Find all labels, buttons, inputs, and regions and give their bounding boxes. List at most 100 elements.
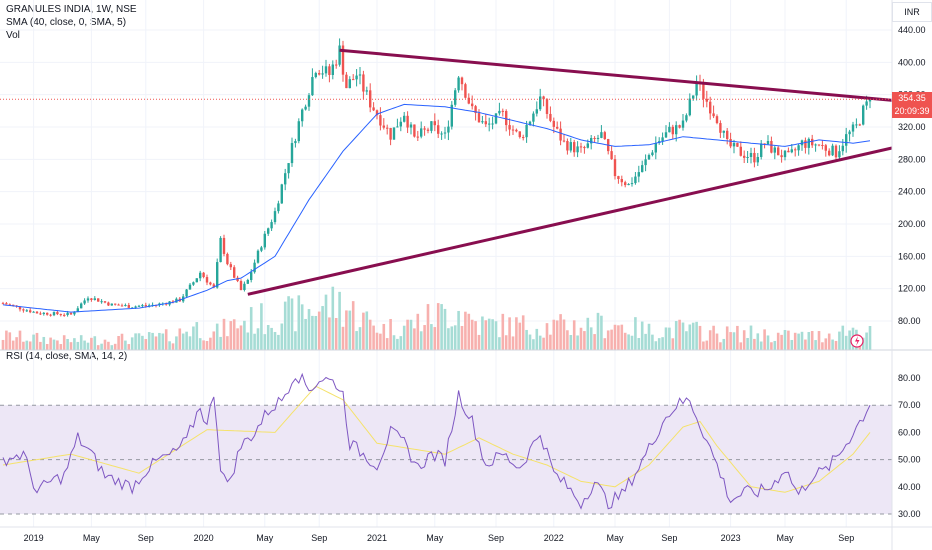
candle-body xyxy=(199,272,202,279)
candle-body xyxy=(753,152,756,163)
candle-body xyxy=(379,115,382,126)
candle-body xyxy=(29,310,32,313)
volume-bar xyxy=(487,318,491,350)
candle-body xyxy=(814,144,817,146)
candle-body xyxy=(420,128,423,137)
volume-bar xyxy=(192,326,195,350)
volume-bar xyxy=(355,331,358,350)
candle-body xyxy=(382,125,385,128)
candle-body xyxy=(573,142,576,153)
candle-body xyxy=(596,137,600,139)
volume-bar xyxy=(430,324,433,350)
candle-body xyxy=(392,127,396,140)
volume-bar xyxy=(290,298,294,350)
candle-body xyxy=(226,253,229,265)
candle-body xyxy=(508,125,511,130)
candle-body xyxy=(426,129,430,131)
volume-bar xyxy=(416,313,420,350)
volume-bar xyxy=(698,325,702,350)
candle-body xyxy=(763,143,766,145)
candle-body xyxy=(583,147,586,149)
volume-bar xyxy=(511,336,515,350)
candle-body xyxy=(457,77,460,91)
candle-body xyxy=(627,183,630,186)
volume-bar xyxy=(521,315,525,350)
candle-body xyxy=(732,142,736,147)
lower-trendline[interactable] xyxy=(247,146,893,296)
candle-body xyxy=(59,314,62,316)
volume-bar xyxy=(821,342,824,350)
candle-body xyxy=(137,305,141,307)
candle-body xyxy=(433,121,436,126)
symbol-legend[interactable]: GRANULES INDIA, 1W, NSE xyxy=(6,4,137,15)
volume-bar xyxy=(736,325,739,350)
upper-trendline[interactable] xyxy=(339,48,893,102)
candle-body xyxy=(539,96,542,110)
candle-body xyxy=(219,237,222,263)
volume-bar xyxy=(130,337,134,350)
candle-body xyxy=(688,98,691,116)
volume-bar xyxy=(776,332,780,350)
candle-body xyxy=(66,312,69,316)
candle-body xyxy=(338,45,341,65)
candle-body xyxy=(831,145,834,156)
volume-bar xyxy=(18,330,22,350)
bar-countdown-tag: 20:09:39 xyxy=(892,105,932,118)
volume-bar xyxy=(831,339,834,350)
volume-bar xyxy=(348,310,352,350)
price-tick-label: 160.00 xyxy=(898,251,926,261)
volume-bar xyxy=(447,328,450,350)
volume-bar xyxy=(623,332,627,350)
candle-body xyxy=(42,312,45,315)
candle-body xyxy=(243,283,246,291)
volume-bar xyxy=(39,341,42,350)
rsi-legend[interactable]: RSI (14, close, SMA, 14, 2) xyxy=(6,351,128,362)
candle-body xyxy=(188,284,192,290)
volume-bar xyxy=(705,340,709,350)
volume-bar xyxy=(62,335,66,350)
candle-body xyxy=(851,124,855,132)
volume-bar xyxy=(137,333,141,350)
candle-body xyxy=(494,113,498,124)
volume-bar xyxy=(311,315,314,350)
volume-bar xyxy=(504,335,508,350)
volume-bar xyxy=(107,341,110,350)
candle-body xyxy=(90,298,93,300)
time-tick-label: May xyxy=(776,533,794,543)
volume-bar xyxy=(535,328,539,350)
volume-bar xyxy=(151,332,154,350)
price-tick-label: 400.00 xyxy=(898,57,926,67)
volume-bar xyxy=(141,335,144,350)
candle-body xyxy=(202,272,205,278)
volume-bar xyxy=(654,341,658,350)
volume-bar xyxy=(202,340,205,350)
volume-bar xyxy=(729,332,732,350)
candle-body xyxy=(56,312,59,315)
candle-body xyxy=(858,124,861,126)
candle-body xyxy=(12,304,15,306)
volume-bar xyxy=(42,336,46,350)
price-tick-label: 80.00 xyxy=(898,316,921,326)
volume-bar xyxy=(464,311,467,350)
candle-body xyxy=(267,228,270,234)
candle-body xyxy=(511,129,515,131)
volume-bar xyxy=(668,327,671,350)
volume-bar xyxy=(56,340,59,350)
price-tick-label: 200.00 xyxy=(898,219,926,229)
candle-body xyxy=(484,121,487,125)
candle-body xyxy=(270,222,273,229)
currency-label[interactable]: INR xyxy=(892,2,932,22)
candle-body xyxy=(780,155,783,158)
volume-bar xyxy=(341,326,345,350)
volume-bar xyxy=(164,329,168,350)
volume-bar xyxy=(22,341,25,350)
volume-bars xyxy=(1,286,872,350)
sma-legend[interactable]: SMA (40, close, 0, SMA, 5) xyxy=(6,17,127,28)
candle-body xyxy=(838,151,841,158)
volume-legend[interactable]: Vol xyxy=(6,30,20,41)
candle-body xyxy=(97,298,100,302)
candle-body xyxy=(681,120,685,128)
volume-bar xyxy=(606,330,610,350)
volume-bar xyxy=(620,324,624,350)
